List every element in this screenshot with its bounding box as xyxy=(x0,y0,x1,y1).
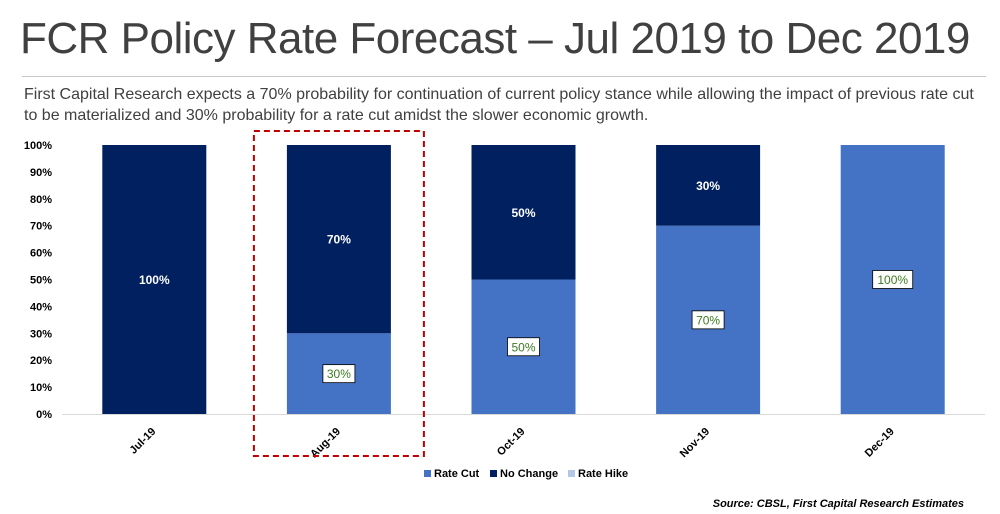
y-tick-label: 0% xyxy=(36,409,52,421)
data-label: 100% xyxy=(877,273,908,287)
data-label: 70% xyxy=(327,233,351,247)
legend-label-no-change: No Change xyxy=(500,468,558,480)
x-tick-label: Nov-19 xyxy=(678,426,712,460)
data-label: 50% xyxy=(511,340,535,354)
y-tick-label: 90% xyxy=(30,167,52,179)
data-label: 30% xyxy=(696,179,720,193)
x-tick-label: Dec-19 xyxy=(863,426,897,460)
y-tick-label: 10% xyxy=(30,382,52,394)
y-tick-label: 20% xyxy=(30,355,52,367)
legend-label-rate-cut: Rate Cut xyxy=(434,468,480,480)
y-tick-label: 60% xyxy=(30,248,52,260)
data-label: 50% xyxy=(511,206,535,220)
y-tick-label: 40% xyxy=(30,301,52,313)
bar-no-change xyxy=(656,145,761,226)
data-label-box xyxy=(691,310,725,330)
legend-swatch-rate-cut xyxy=(424,470,431,477)
data-label-box xyxy=(322,364,356,384)
bar-no-change xyxy=(286,145,391,334)
y-tick-label: 30% xyxy=(30,328,52,340)
x-tick-label: Oct-19 xyxy=(495,426,528,459)
bar-no-change xyxy=(471,145,576,280)
data-label-box xyxy=(872,270,914,289)
data-label-box xyxy=(507,337,540,357)
source-note: Source: CBSL, First Capital Research Est… xyxy=(712,498,964,510)
data-label: 100% xyxy=(139,273,170,287)
legend-swatch-rate-hike xyxy=(568,470,575,477)
page-title: FCR Policy Rate Forecast – Jul 2019 to D… xyxy=(20,14,970,63)
chart-subtitle: First Capital Research expects a 70% pro… xyxy=(24,86,974,124)
data-label: 30% xyxy=(327,367,351,381)
bar-no-change xyxy=(102,145,207,414)
y-tick-label: 70% xyxy=(30,221,52,233)
highlight-box xyxy=(252,130,425,457)
y-tick-label: 100% xyxy=(24,140,52,152)
title-divider xyxy=(22,76,986,77)
y-tick-label: 80% xyxy=(30,194,52,206)
data-label: 70% xyxy=(696,313,720,327)
legend-swatch-no-change xyxy=(490,470,497,477)
y-tick-label: 50% xyxy=(30,275,52,287)
legend-label-rate-hike: Rate Hike xyxy=(578,468,628,480)
x-tick-label: Jul-19 xyxy=(127,426,158,457)
